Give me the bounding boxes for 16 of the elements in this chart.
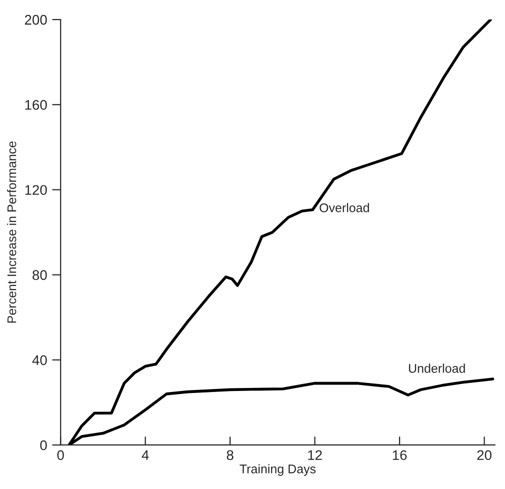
x-tick-label: 16 xyxy=(392,450,407,460)
y-tick-label: 200 xyxy=(24,14,47,25)
y-tick-label: 0 xyxy=(40,440,47,450)
y-tick-label: 80 xyxy=(32,270,47,280)
y-tick-label: 120 xyxy=(25,185,47,195)
series-label: Overload xyxy=(320,203,369,212)
x-axis-title: Training Days xyxy=(240,464,316,476)
x-tick-label: 4 xyxy=(142,450,149,460)
x-tick-label: 8 xyxy=(226,450,234,460)
y-axis-title: Percent Increase in Performance xyxy=(7,141,16,323)
series-label: Underload xyxy=(409,364,465,373)
y-tick-label: 160 xyxy=(25,100,47,110)
y-tick-label: 40 xyxy=(32,355,47,366)
x-tick-label: 12 xyxy=(308,450,322,460)
x-tick-label: 0 xyxy=(57,450,64,460)
x-tick-label: 20 xyxy=(477,450,492,460)
